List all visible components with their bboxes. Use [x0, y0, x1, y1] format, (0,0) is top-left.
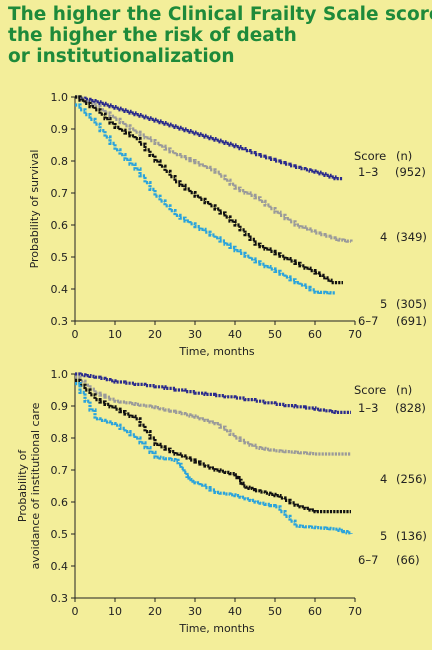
- series-line-4: [75, 95, 353, 243]
- x-tick-label: 60: [308, 605, 322, 618]
- series-line-5: [75, 378, 351, 514]
- x-tick-label: 30: [188, 328, 202, 341]
- chart-title: The higher the Clinical Frailty Scale sc…: [8, 4, 432, 67]
- series-label-n: (256): [396, 472, 427, 486]
- y-tick-label: 0.4: [51, 283, 69, 296]
- x-tick-label: 50: [268, 605, 282, 618]
- y-tick-label: 0.6: [51, 496, 69, 509]
- x-tick-label: 70: [348, 328, 362, 341]
- series-label-score: 1–3: [358, 401, 378, 415]
- series-label-score: 5: [380, 529, 387, 543]
- title-line-3: or institutionalization: [8, 46, 235, 67]
- series-line-5: [75, 95, 343, 285]
- series-label-n: (136): [396, 529, 427, 543]
- series-label-n: (691): [396, 314, 427, 328]
- y-axis-label: Probability of survival: [28, 150, 41, 269]
- x-tick-label: 0: [72, 605, 79, 618]
- y-tick-label: 0.8: [51, 432, 69, 445]
- series-label-score: 4: [380, 230, 387, 244]
- x-tick-label: 20: [148, 605, 162, 618]
- y-tick-label: 0.9: [51, 400, 69, 413]
- series-line-4: [75, 375, 351, 456]
- y-tick-label: 0.9: [51, 123, 69, 136]
- x-tick-label: 40: [228, 605, 242, 618]
- title-line-2: the higher the risk of death: [8, 25, 297, 46]
- series-label-n: (349): [396, 230, 427, 244]
- y-tick-label: 0.8: [51, 155, 69, 168]
- series-label-score: 6–7: [358, 553, 378, 567]
- series-label-n: (828): [395, 401, 426, 415]
- y-tick-label: 0.7: [51, 187, 69, 200]
- x-tick-label: 10: [108, 328, 122, 341]
- chart-2: 0.3 0.4 0.5 0.6 0.7 0.8 0.9 1.0 0 10 20 30 40 50 60 70 T…: [16, 368, 427, 635]
- legend-header-score: Score: [354, 149, 386, 163]
- chart-1: 0.3 0.4 0.5 0.6 0.7 0.8 0.9 1.0 0 10 20 30 40 50 60 70 T…: [28, 91, 427, 358]
- x-tick-label: 10: [108, 605, 122, 618]
- series-line-1-3: [75, 372, 351, 414]
- x-axis-label: Time, months: [178, 622, 255, 635]
- series-label-score: 5: [380, 297, 387, 311]
- legend-header-score: Score: [354, 383, 386, 397]
- legend-header-n: (n): [396, 149, 412, 163]
- x-tick-label: 0: [72, 328, 79, 341]
- series-label-score: 4: [380, 472, 387, 486]
- x-tick-label: 30: [188, 605, 202, 618]
- y-tick-label: 0.3: [51, 315, 69, 328]
- x-tick-label: 50: [268, 328, 282, 341]
- series-label-n: (66): [396, 553, 420, 567]
- series-line-1-3: [75, 95, 343, 181]
- y-tick-label: 0.3: [51, 592, 69, 605]
- x-tick-label: 20: [148, 328, 162, 341]
- x-tick-label: 70: [348, 605, 362, 618]
- series-label-score: 6–7: [358, 314, 378, 328]
- y-tick-label: 0.7: [51, 464, 69, 477]
- legend-header-n: (n): [396, 383, 412, 397]
- y-axis-label-line-1: Probability of: [16, 449, 29, 522]
- y-tick-label: 0.6: [51, 219, 69, 232]
- series-line-6-7: [75, 382, 353, 535]
- x-tick-label: 60: [308, 328, 322, 341]
- y-tick-label: 0.4: [51, 560, 69, 573]
- y-tick-label: 0.5: [51, 251, 69, 264]
- y-tick-label: 1.0: [51, 368, 69, 381]
- y-tick-label: 1.0: [51, 91, 69, 104]
- title-line-1: The higher the Clinical Frailty Scale sc…: [8, 4, 432, 25]
- series-line-6-7: [75, 103, 337, 295]
- x-tick-label: 40: [228, 328, 242, 341]
- series-label-score: 1–3: [358, 165, 378, 179]
- series-label-n: (952): [395, 165, 426, 179]
- x-axis-label: Time, months: [178, 345, 255, 358]
- series-label-n: (305): [396, 297, 427, 311]
- y-axis-label-line-2: avoidance of institutional care: [29, 402, 42, 569]
- y-tick-label: 0.5: [51, 528, 69, 541]
